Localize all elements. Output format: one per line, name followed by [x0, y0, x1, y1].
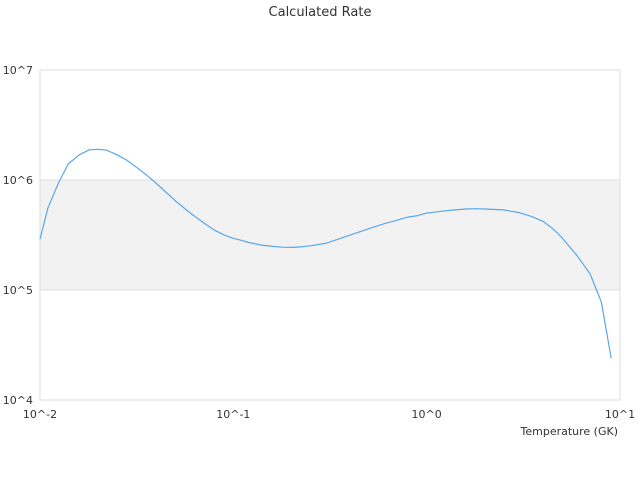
x-tick-label-0: 10^-2 [23, 408, 57, 421]
chart-title: Calculated Rate [269, 5, 372, 20]
x-tick-label-1: 10^-1 [216, 408, 250, 421]
y-tick-label-3: 10^7 [3, 64, 33, 77]
x-tick-label-3: 10^1 [605, 408, 635, 421]
x-tick-label-2: 10^0 [412, 408, 442, 421]
series-line-0 [39, 148, 612, 359]
x-axis-label: Temperature (GK) [520, 425, 619, 438]
y-tick-label-1: 10^5 [3, 284, 33, 297]
plot-frame [39, 69, 621, 401]
tick-labels: 10^4 10^5 10^6 10^7 10^-2 10^-1 10^0 10^1 [3, 64, 635, 421]
y-tick-label-2: 10^6 [3, 174, 33, 187]
y-tick-label-0: 10^4 [3, 394, 33, 407]
series-layer [39, 148, 612, 359]
shaded-band [40, 180, 620, 290]
